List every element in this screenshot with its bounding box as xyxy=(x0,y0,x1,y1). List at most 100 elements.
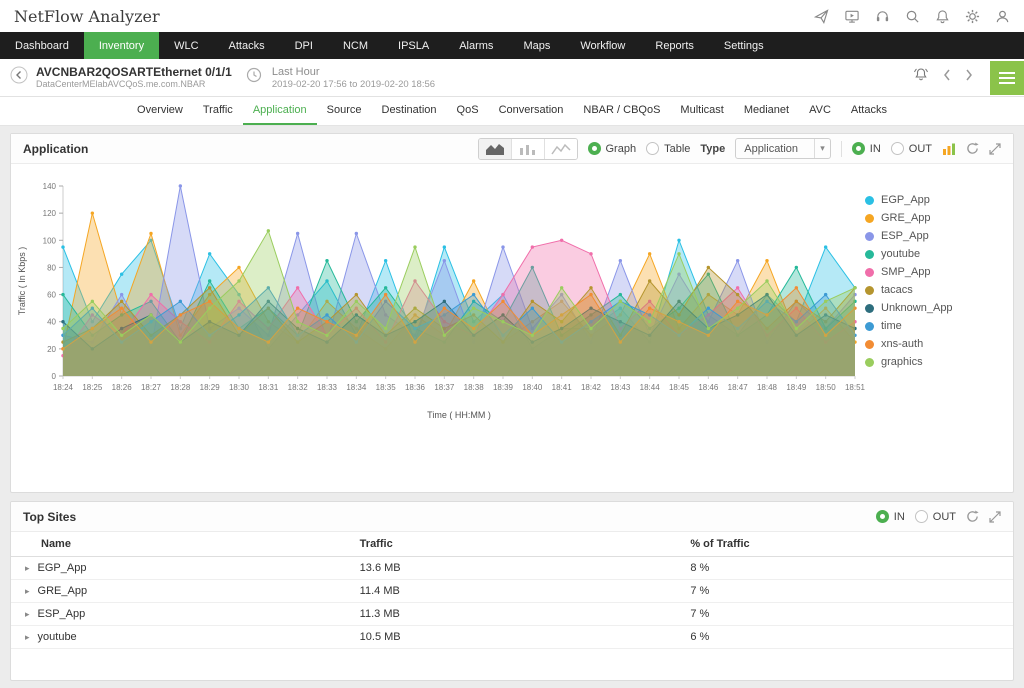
in-radio[interactable]: IN xyxy=(851,142,881,155)
in-radio[interactable]: IN xyxy=(875,510,905,523)
out-radio[interactable]: OUT xyxy=(914,510,956,523)
nav-item-dpi[interactable]: DPI xyxy=(294,39,313,52)
time-period[interactable]: Last Hour 2019-02-20 17:56 to 2019-02-20… xyxy=(272,66,435,90)
legend-item-tacacs[interactable]: tacacs xyxy=(865,284,1009,296)
ringing-bell-icon[interactable] xyxy=(912,67,930,88)
paper-plane-icon[interactable] xyxy=(814,8,829,24)
table-radio[interactable]: Table xyxy=(646,142,690,155)
svg-text:20: 20 xyxy=(47,345,56,354)
refresh-icon[interactable] xyxy=(966,142,979,155)
time-period-label: Last Hour xyxy=(271,65,320,78)
column-header-traffic[interactable]: Traffic xyxy=(351,532,683,557)
site-percent-cell: 6 % xyxy=(682,625,1013,649)
expand-icon[interactable] xyxy=(989,510,1001,523)
table-header-row: Name Traffic % of Traffic xyxy=(11,532,1013,557)
tab-destination[interactable]: Destination xyxy=(381,104,437,116)
nav-item-reports[interactable]: Reports xyxy=(655,39,694,52)
svg-text:18:39: 18:39 xyxy=(493,383,514,392)
legend-item-xns-auth[interactable]: xns-auth xyxy=(865,338,1009,350)
graph-radio[interactable]: Graph xyxy=(587,142,636,155)
table-row-youtube[interactable]: ▸ youtube 10.5 MB 6 % xyxy=(11,625,1013,649)
search-icon[interactable] xyxy=(905,9,920,24)
legend-item-youtube[interactable]: youtube xyxy=(865,248,1009,260)
tab-conversation[interactable]: Conversation xyxy=(498,104,564,116)
tab-medianet[interactable]: Medianet xyxy=(743,104,790,116)
clock-icon[interactable] xyxy=(246,67,262,88)
tab-overview[interactable]: Overview xyxy=(137,104,183,116)
chevron-left-icon[interactable] xyxy=(942,68,952,87)
svg-text:18:41: 18:41 xyxy=(552,383,573,392)
legend-dot-icon xyxy=(865,357,874,367)
nav-item-dashboard[interactable]: Dashboard xyxy=(15,39,69,52)
table-row-gre-app[interactable]: ▸ GRE_App 11.4 MB 7 % xyxy=(11,579,1013,603)
legend-item-esp-app[interactable]: ESP_App xyxy=(865,230,1009,242)
tab-source[interactable]: Source xyxy=(326,104,362,116)
nav-item-ipsla[interactable]: IPSLA xyxy=(398,39,430,52)
svg-text:18:25: 18:25 xyxy=(82,383,103,392)
legend-item-egp-app[interactable]: EGP_App xyxy=(865,194,1009,206)
site-name-cell: ▸ EGP_App xyxy=(11,556,352,580)
application-card-title: Application xyxy=(23,141,89,156)
area-chart-icon[interactable] xyxy=(478,138,511,159)
table-row-esp-app[interactable]: ▸ ESP_App 11.3 MB 7 % xyxy=(11,602,1013,626)
expand-caret-icon[interactable]: ▸ xyxy=(25,586,30,596)
out-radio[interactable]: OUT xyxy=(890,142,932,155)
mini-bars-icon[interactable] xyxy=(942,142,956,156)
svg-text:18:31: 18:31 xyxy=(258,383,279,392)
tab-avc[interactable]: AVC xyxy=(809,104,831,116)
back-icon[interactable] xyxy=(10,66,28,89)
refresh-icon[interactable] xyxy=(966,510,979,523)
legend-item-unknown-app[interactable]: Unknown_App xyxy=(865,302,1009,314)
svg-text:18:28: 18:28 xyxy=(170,383,191,392)
nav-item-attacks[interactable]: Attacks xyxy=(228,39,265,52)
tab-attacks[interactable]: Attacks xyxy=(850,104,887,116)
gear-icon[interactable] xyxy=(965,9,980,24)
legend-dot-icon xyxy=(865,231,874,241)
column-header-percent[interactable]: % of Traffic xyxy=(682,532,1013,557)
table-row-egp-app[interactable]: ▸ EGP_App 13.6 MB 8 % xyxy=(11,556,1013,580)
legend-item-time[interactable]: time xyxy=(865,320,1009,332)
svg-text:100: 100 xyxy=(43,236,57,245)
legend-item-gre-app[interactable]: GRE_App xyxy=(865,212,1009,224)
legend-dot-icon xyxy=(865,249,874,259)
bell-icon[interactable] xyxy=(935,9,950,24)
expand-caret-icon[interactable]: ▸ xyxy=(25,609,30,619)
nav-item-maps[interactable]: Maps xyxy=(523,39,551,52)
svg-text:18:34: 18:34 xyxy=(346,383,367,392)
nav-item-alarms[interactable]: Alarms xyxy=(459,39,494,52)
svg-text:0: 0 xyxy=(52,372,57,381)
line-chart-icon[interactable] xyxy=(543,138,577,159)
column-header-name[interactable]: Name xyxy=(11,532,352,557)
device-header-actions xyxy=(912,60,1024,95)
nav-item-settings[interactable]: Settings xyxy=(723,39,764,52)
nav-item-workflow[interactable]: Workflow xyxy=(580,39,626,52)
nav-item-ncm[interactable]: NCM xyxy=(342,39,369,52)
expand-icon[interactable] xyxy=(989,142,1001,155)
tab-application[interactable]: Application xyxy=(242,97,317,125)
site-percent-cell: 7 % xyxy=(682,602,1013,626)
tab-multicast[interactable]: Multicast xyxy=(680,104,724,116)
nav-item-inventory[interactable]: Inventory xyxy=(83,32,160,59)
device-header: AVCNBAR2QOSARTEthernet 0/1/1 DataCenterM… xyxy=(0,59,1024,97)
site-traffic-cell: 13.6 MB xyxy=(351,556,683,580)
nav-item-wlc[interactable]: WLC xyxy=(174,39,199,52)
legend-item-smp-app[interactable]: SMP_App xyxy=(865,266,1009,278)
user-icon[interactable] xyxy=(995,9,1010,24)
expand-caret-icon[interactable]: ▸ xyxy=(25,563,30,573)
expand-caret-icon[interactable]: ▸ xyxy=(25,632,30,642)
site-name-cell: ▸ GRE_App xyxy=(11,579,352,603)
chevron-right-icon[interactable] xyxy=(964,68,974,87)
type-dropdown[interactable]: Application ▾ xyxy=(735,138,831,159)
tab-traffic[interactable]: Traffic xyxy=(202,104,233,116)
monitor-icon[interactable] xyxy=(844,9,860,24)
svg-text:18:48: 18:48 xyxy=(757,383,778,392)
menu-button[interactable] xyxy=(990,60,1024,95)
svg-text:18:42: 18:42 xyxy=(581,383,602,392)
tab-nbar-cbqos[interactable]: NBAR / CBQoS xyxy=(583,104,661,116)
legend-item-graphics[interactable]: graphics xyxy=(865,356,1009,368)
tab-qos[interactable]: QoS xyxy=(456,104,479,116)
svg-text:18:45: 18:45 xyxy=(669,383,690,392)
svg-text:18:30: 18:30 xyxy=(229,383,250,392)
headset-icon[interactable] xyxy=(875,9,890,24)
bar-chart-icon[interactable] xyxy=(510,138,544,159)
